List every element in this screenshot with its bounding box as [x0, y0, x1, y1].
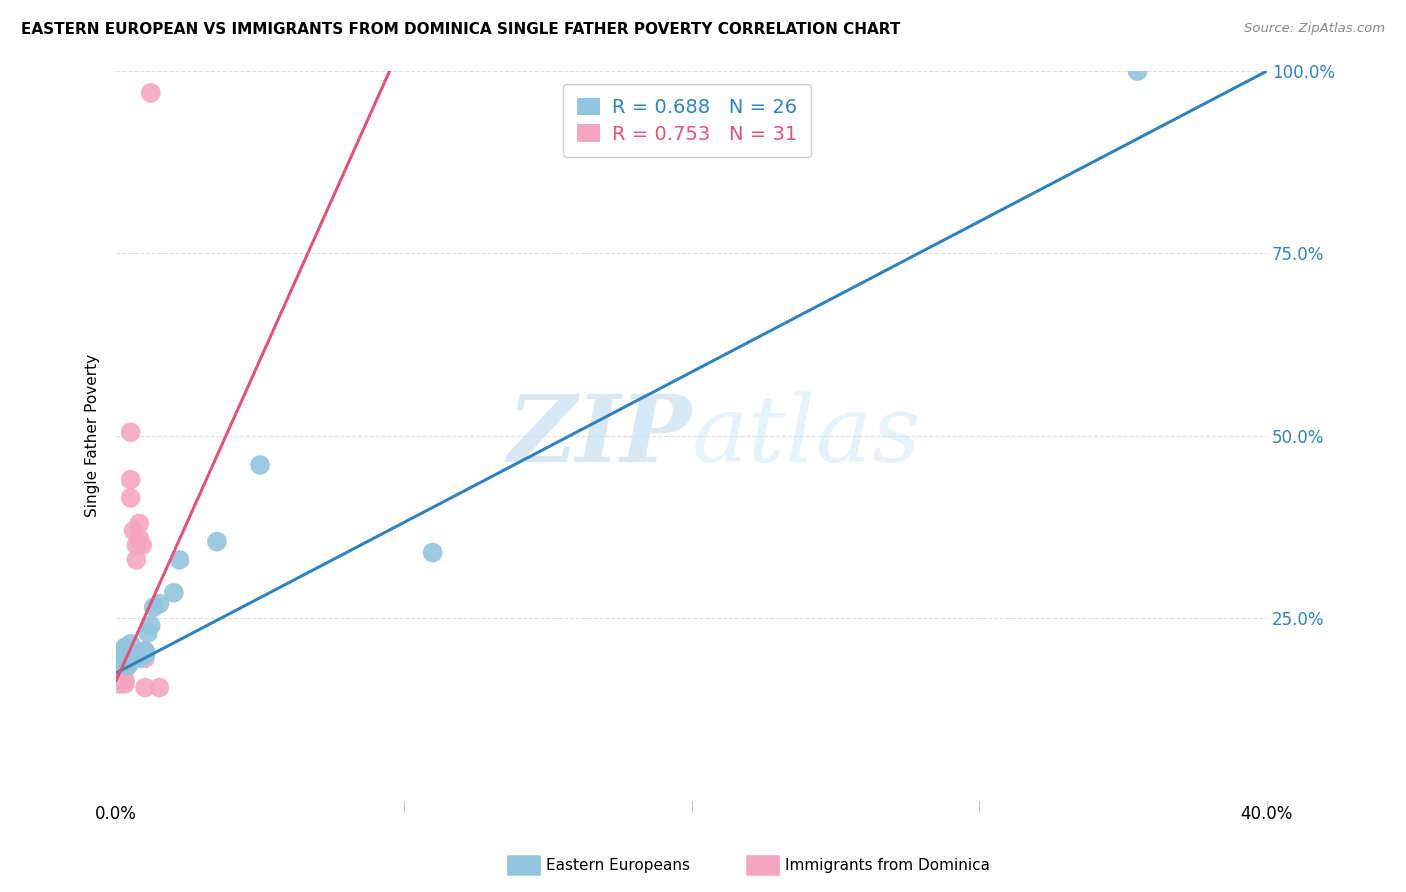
Point	[105, 665, 128, 680]
Point	[125, 553, 148, 567]
Point	[111, 670, 134, 684]
Point	[134, 681, 156, 695]
Point	[163, 585, 186, 599]
Point	[108, 651, 131, 665]
Text: Source: ZipAtlas.com: Source: ZipAtlas.com	[1244, 22, 1385, 36]
Point	[114, 648, 136, 662]
Point	[139, 86, 162, 100]
Point	[108, 670, 131, 684]
Point	[111, 651, 134, 665]
Point	[117, 651, 139, 665]
Point	[169, 553, 191, 567]
Point	[134, 648, 156, 662]
Point	[134, 644, 156, 658]
Point	[108, 665, 131, 680]
Point	[105, 658, 128, 673]
Point	[1126, 64, 1149, 78]
Point	[125, 538, 148, 552]
Point	[111, 644, 134, 658]
Text: ZIP: ZIP	[508, 391, 692, 481]
Point	[136, 625, 159, 640]
Point	[105, 670, 128, 684]
Point	[134, 644, 156, 658]
Point	[117, 648, 139, 662]
Point	[148, 597, 170, 611]
Point	[108, 648, 131, 662]
Point	[134, 651, 156, 665]
Legend: R = 0.688   N = 26, R = 0.753   N = 31: R = 0.688 N = 26, R = 0.753 N = 31	[564, 85, 811, 157]
Point	[128, 651, 150, 665]
Point	[422, 545, 444, 559]
Point	[120, 651, 142, 665]
Point	[108, 651, 131, 665]
Point	[249, 458, 271, 472]
Point	[117, 658, 139, 673]
Point	[114, 662, 136, 676]
Point	[122, 651, 145, 665]
Point	[128, 516, 150, 531]
Point	[120, 648, 142, 662]
Point	[122, 524, 145, 538]
Point	[111, 655, 134, 669]
Point	[128, 531, 150, 545]
Point	[120, 491, 142, 505]
Point	[205, 534, 228, 549]
Point	[108, 677, 131, 691]
Point	[148, 681, 170, 695]
Point	[125, 648, 148, 662]
Point	[131, 648, 153, 662]
Text: EASTERN EUROPEAN VS IMMIGRANTS FROM DOMINICA SINGLE FATHER POVERTY CORRELATION C: EASTERN EUROPEAN VS IMMIGRANTS FROM DOMI…	[21, 22, 900, 37]
Text: atlas: atlas	[692, 391, 921, 481]
Point	[114, 640, 136, 655]
Point	[108, 673, 131, 688]
Point	[131, 538, 153, 552]
Point	[114, 673, 136, 688]
Point	[139, 618, 162, 632]
Point	[142, 600, 165, 615]
Point	[120, 425, 142, 440]
Text: Eastern Europeans: Eastern Europeans	[546, 858, 689, 872]
Text: Immigrants from Dominica: Immigrants from Dominica	[785, 858, 990, 872]
Point	[114, 677, 136, 691]
Point	[111, 658, 134, 673]
Y-axis label: Single Father Poverty: Single Father Poverty	[86, 354, 100, 517]
Point	[120, 473, 142, 487]
Point	[120, 637, 142, 651]
Point	[117, 658, 139, 673]
